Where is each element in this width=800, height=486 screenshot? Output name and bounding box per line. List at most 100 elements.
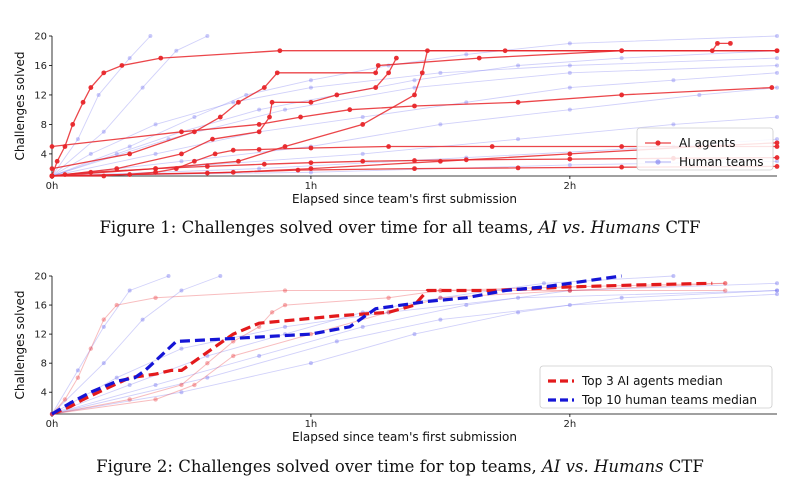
data-point (567, 85, 572, 90)
data-point (269, 99, 275, 105)
data-point (153, 397, 158, 402)
data-point (101, 361, 106, 366)
series-line (51, 282, 778, 415)
data-point (373, 85, 379, 90)
data-point (179, 288, 184, 293)
series-line (51, 275, 221, 415)
chart-figure-2: 4 8 12 16 20 0h 1h 2h Elapsed since team's first… (13, 272, 779, 444)
y-axis-label: Challenges solved (13, 51, 27, 160)
data-point (393, 55, 399, 61)
data-point (148, 34, 153, 38)
data-point (567, 70, 572, 75)
data-point (360, 151, 365, 156)
data-point (619, 295, 624, 300)
data-point (153, 122, 158, 127)
series-line (51, 293, 778, 415)
x-tick-label: 0h (46, 181, 59, 192)
data-point (80, 99, 86, 105)
legend: Top 3 AI agents median Top 10 human teams… (539, 365, 773, 409)
data-point (298, 114, 303, 120)
data-point (230, 169, 236, 175)
data-point (775, 281, 779, 286)
data-point (256, 147, 262, 152)
data-point (236, 158, 241, 164)
series-line (51, 35, 151, 177)
data-point (308, 85, 313, 90)
series-line (51, 290, 726, 415)
data-point (192, 382, 197, 388)
data-point (464, 100, 469, 105)
y-axis-label: Challenges solved (13, 290, 27, 399)
data-point (49, 144, 55, 149)
y-tick-label: 12 (34, 90, 47, 101)
data-point (308, 160, 314, 166)
y-tick-label: 16 (34, 61, 47, 72)
data-point (101, 129, 106, 134)
data-point (774, 155, 780, 160)
data-point (75, 368, 80, 373)
data-point (153, 295, 158, 300)
y-tick-label: 4 (41, 388, 47, 399)
data-point (619, 92, 625, 98)
data-point (438, 288, 443, 293)
caption-1-suffix: CTF (660, 218, 701, 237)
data-point (567, 288, 572, 293)
data-point (256, 129, 262, 135)
x-axis-label: Elapsed since team's first submission (292, 192, 517, 206)
series-line (51, 274, 622, 416)
y-tick-label: 12 (34, 330, 47, 341)
data-point (419, 70, 425, 76)
data-point (114, 166, 120, 172)
data-point (231, 100, 236, 105)
series-line (51, 72, 778, 177)
data-point (619, 48, 625, 54)
data-point (386, 144, 392, 149)
data-point (360, 158, 366, 164)
series-human (50, 34, 210, 178)
legend-label: Top 3 AI agents median (581, 374, 723, 388)
data-point (515, 99, 521, 105)
data-point (257, 107, 262, 112)
series-ai (49, 40, 733, 179)
data-point (464, 52, 469, 57)
series-ai (49, 55, 399, 179)
data-point (775, 63, 779, 68)
figure-2-caption: Figure 2: Challenges solved over time fo… (0, 457, 800, 476)
data-point (775, 115, 779, 120)
caption-1-italic: AI vs. Humans (538, 218, 661, 237)
data-point (438, 295, 443, 300)
data-point (101, 70, 107, 76)
data-point (75, 137, 80, 142)
data-point (671, 122, 676, 127)
y-tick-label: 8 (41, 359, 47, 370)
data-point (153, 166, 158, 172)
data-point (257, 353, 262, 358)
data-point (158, 55, 164, 61)
x-tick-label: 2h (564, 181, 577, 192)
series-ai-faint (49, 281, 728, 417)
data-point (127, 56, 132, 61)
data-point (282, 144, 288, 149)
data-point (231, 339, 236, 344)
data-point (179, 390, 184, 395)
data-point (179, 129, 184, 135)
data-point (567, 288, 573, 293)
figure-1-caption: Figure 1: Challenges solved over time fo… (0, 218, 800, 237)
series-line (51, 57, 778, 177)
data-point (375, 63, 381, 68)
data-point (282, 288, 288, 293)
data-point (308, 99, 314, 105)
data-point (153, 151, 158, 156)
y-tick-label: 16 (34, 301, 47, 312)
data-point (567, 63, 572, 68)
data-point (360, 115, 365, 120)
data-point (140, 85, 145, 90)
data-point (671, 78, 676, 83)
data-point (261, 161, 267, 167)
data-point (697, 92, 702, 97)
data-point (412, 332, 417, 337)
data-point (775, 137, 779, 142)
data-point (308, 166, 314, 172)
data-point (114, 302, 119, 308)
data-point (283, 107, 288, 112)
